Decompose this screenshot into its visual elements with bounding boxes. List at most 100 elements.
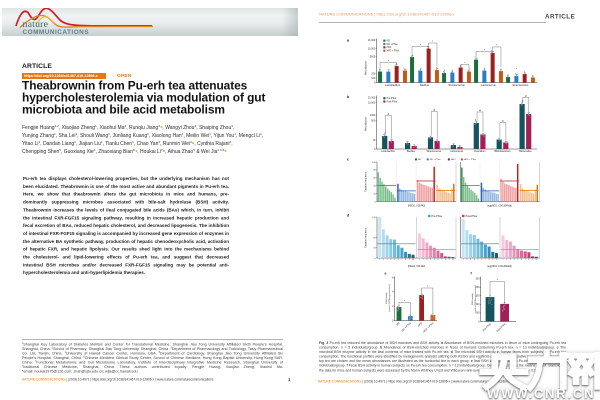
svg-text:e: e xyxy=(385,272,387,276)
svg-text:c: c xyxy=(347,158,349,162)
svg-text:#: # xyxy=(502,119,504,123)
svg-text:#: # xyxy=(525,94,527,98)
svg-text:Streptococcus: Streptococcus xyxy=(426,150,442,153)
svg-text:Abundance: Abundance xyxy=(364,60,368,75)
svg-text:4: 4 xyxy=(474,259,475,261)
svg-text:BSH activity: BSH activity xyxy=(471,292,474,304)
svg-text:5000: 5000 xyxy=(370,56,376,59)
svg-text:Lactobacillus: Lactobacillus xyxy=(385,83,401,87)
svg-text:Bacillus: Bacillus xyxy=(420,83,430,87)
svg-text:WWW.CNR.CN: WWW.CNR.CN xyxy=(487,386,595,400)
svg-text:8: 8 xyxy=(445,259,446,261)
svg-text:Relative frequency: Relative frequency xyxy=(365,171,368,192)
svg-text:Post-PTea: Post-PTea xyxy=(387,100,398,103)
svg-text:6: 6 xyxy=(438,259,439,261)
svg-text:*: * xyxy=(427,285,428,289)
svg-text:(nmol of CDCA/mg protein/min): (nmol of CDCA/mg protein/min) xyxy=(474,285,477,313)
svg-text:3: 3 xyxy=(426,259,427,261)
svg-text:200: 200 xyxy=(371,73,376,76)
svg-text:ND: ND xyxy=(387,41,391,43)
svg-text:*: * xyxy=(388,59,389,63)
svg-text:5: 5 xyxy=(478,259,479,261)
svg-text:*: * xyxy=(497,278,498,282)
svg-text:*: * xyxy=(432,40,433,44)
svg-text:Pre-PTea: Pre-PTea xyxy=(482,322,492,332)
svg-text:Post-PTea: Post-PTea xyxy=(496,322,507,333)
svg-text:2: 2 xyxy=(392,306,394,308)
svg-text:10: 10 xyxy=(452,259,454,261)
svg-text:ND + PTea: ND + PTea xyxy=(430,159,441,161)
svg-text:Clostridium: Clostridium xyxy=(474,150,486,153)
svg-text:3: 3 xyxy=(387,259,388,261)
svg-text:6: 6 xyxy=(481,259,482,261)
svg-text:HFD: HFD xyxy=(417,322,423,328)
svg-text:0: 0 xyxy=(375,258,377,260)
svg-text:4: 4 xyxy=(392,292,394,294)
svg-text:8: 8 xyxy=(489,259,490,261)
svg-text:7: 7 xyxy=(485,259,486,261)
svg-text:80: 80 xyxy=(373,170,376,172)
svg-text:HFD + PTea: HFD + PTea xyxy=(464,159,477,161)
svg-text:HFD: HFD xyxy=(387,47,392,49)
svg-text:(nmol of CDCA/mg protein/min): (nmol of CDCA/mg protein/min) xyxy=(388,284,391,312)
svg-text:50: 50 xyxy=(373,237,376,239)
svg-text:2: 2 xyxy=(506,259,507,261)
svg-text:*: * xyxy=(516,68,517,71)
svg-text:HFD: HFD xyxy=(451,159,456,161)
svg-text:200: 200 xyxy=(476,304,481,306)
svg-text:100: 100 xyxy=(372,162,376,164)
svg-text:7: 7 xyxy=(525,259,526,261)
svg-text:4: 4 xyxy=(430,259,431,261)
svg-text:HFD + PTea: HFD + PTea xyxy=(387,51,400,53)
svg-text:#: # xyxy=(479,109,481,113)
svg-text:400: 400 xyxy=(476,287,481,289)
svg-text:20: 20 xyxy=(373,193,376,195)
svg-text:Enterococcus: Enterococcus xyxy=(513,83,529,87)
svg-text:ND: ND xyxy=(396,322,401,327)
svg-text:*: * xyxy=(404,299,405,303)
svg-text:d: d xyxy=(347,214,349,218)
svg-text:5: 5 xyxy=(434,259,435,261)
svg-text:10: 10 xyxy=(496,259,498,261)
svg-text:1: 1 xyxy=(419,259,420,261)
svg-text:*: * xyxy=(484,48,485,52)
svg-text:Lactobacillus: Lactobacillus xyxy=(381,150,395,153)
svg-text:10: 10 xyxy=(412,259,414,261)
svg-text:Pre-PTea: Pre-PTea xyxy=(387,97,397,100)
svg-text:*: * xyxy=(496,44,497,48)
svg-text:Relative frequency: Relative frequency xyxy=(365,227,368,248)
svg-text:9: 9 xyxy=(449,259,450,261)
svg-text:10: 10 xyxy=(373,139,376,142)
svg-text:1000: 1000 xyxy=(370,114,376,117)
svg-text:3: 3 xyxy=(470,259,471,261)
svg-text:0: 0 xyxy=(375,201,377,203)
svg-text:#: # xyxy=(388,112,390,116)
svg-text:9: 9 xyxy=(492,259,493,261)
svg-text:20,000: 20,000 xyxy=(368,39,376,42)
svg-text:0: 0 xyxy=(374,82,376,85)
svg-text:(eggNOG, COG3049db): (eggNOG, COG3049db) xyxy=(487,266,512,268)
svg-text:a: a xyxy=(347,39,350,43)
svg-text:10: 10 xyxy=(535,259,537,261)
svg-text:100: 100 xyxy=(476,313,481,315)
svg-text:1: 1 xyxy=(463,259,464,261)
svg-text:f: f xyxy=(471,272,473,276)
svg-text:Bacillus: Bacillus xyxy=(407,151,416,153)
svg-text:10,000: 10,000 xyxy=(368,102,376,105)
svg-text:*: * xyxy=(464,61,465,65)
svg-text:8: 8 xyxy=(528,259,529,261)
svg-text:100: 100 xyxy=(372,217,376,219)
svg-text:5: 5 xyxy=(394,259,395,261)
svg-text:Post-PTea: Post-PTea xyxy=(466,215,478,218)
svg-text:9: 9 xyxy=(532,259,533,261)
svg-text:40: 40 xyxy=(373,186,376,188)
svg-text:Lactococcus: Lactococcus xyxy=(450,150,464,153)
svg-text:(KEGG, K01442): (KEGG, K01442) xyxy=(408,266,426,268)
svg-text:Pre-PTea: Pre-PTea xyxy=(432,215,443,218)
svg-text:300: 300 xyxy=(476,296,481,298)
svg-text:25: 25 xyxy=(373,248,376,250)
svg-text:0: 0 xyxy=(374,148,376,151)
svg-text:6: 6 xyxy=(398,259,399,261)
svg-text:1: 1 xyxy=(503,259,504,261)
svg-text:Bacteroides: Bacteroides xyxy=(519,150,532,153)
